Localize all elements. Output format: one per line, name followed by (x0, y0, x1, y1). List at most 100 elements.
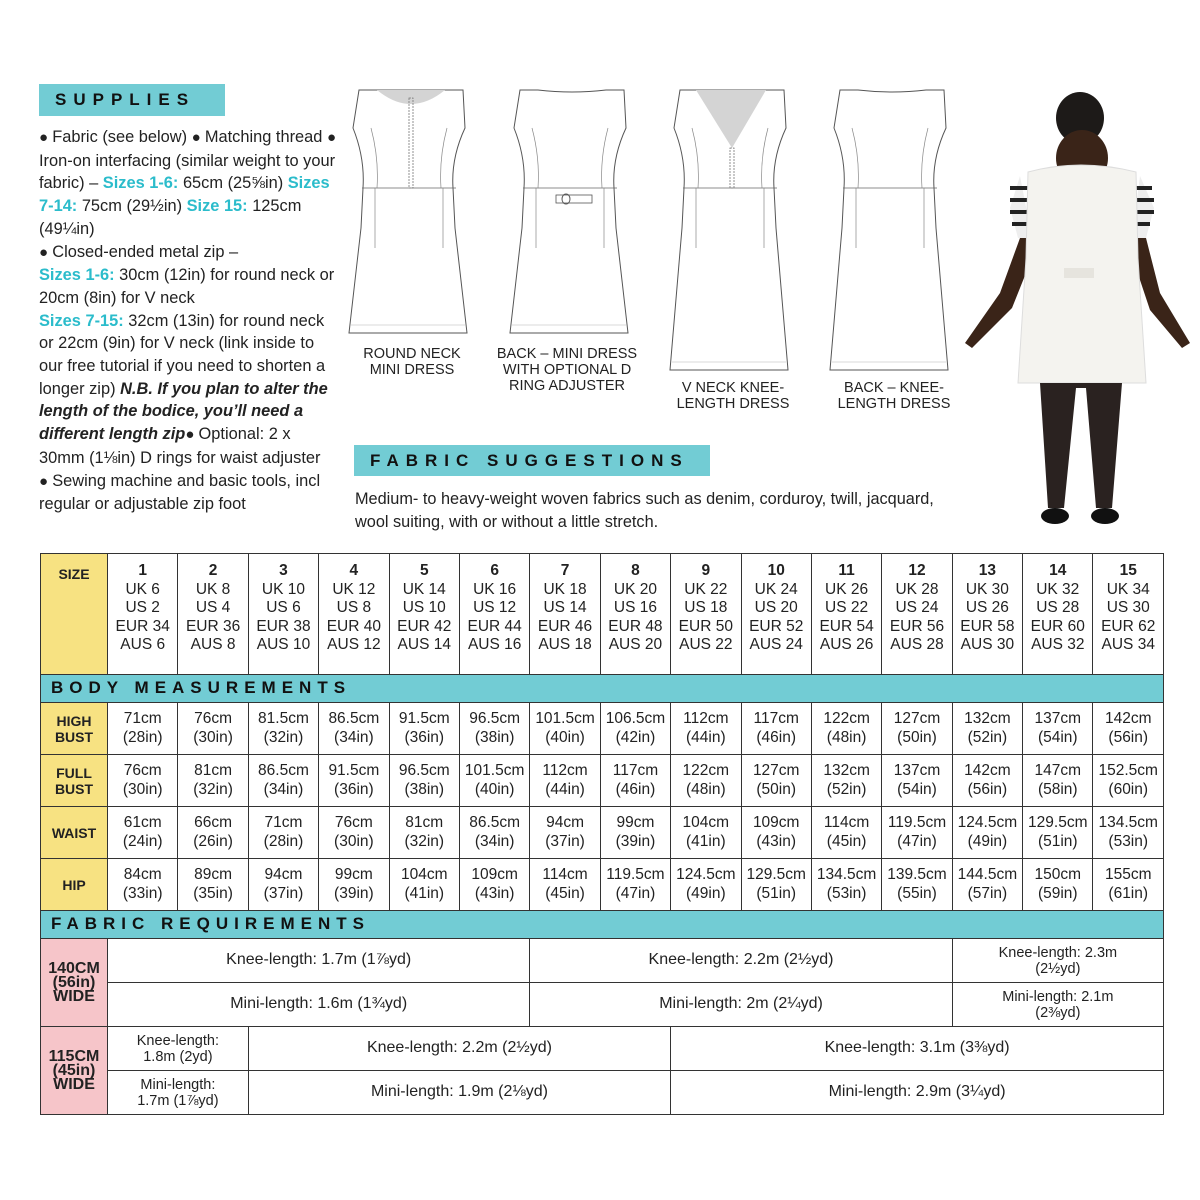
size-number: 6 (490, 562, 499, 579)
size-aus: AUS 6 (120, 636, 166, 653)
value-cm: 129.5cm (746, 866, 806, 883)
size-label: SIZE (40, 553, 108, 675)
size-range-label: Sizes 1-6: (102, 174, 179, 193)
measurement-cell: 127cm (50in) (740, 754, 812, 807)
value-cm: 155cm (1104, 866, 1152, 883)
size-cell: 14 UK 32 US 28 EUR 60 AUS 32 (1022, 553, 1094, 675)
supplies-text-segment: 125cm (49¼in) (39, 197, 302, 238)
supplies-text-segment: Fabric (see below) (52, 128, 192, 146)
dress-drawing-1 (348, 89, 468, 334)
value-cm: 139.5cm (887, 866, 947, 883)
value-in: (50in) (897, 728, 937, 746)
value-in: (54in) (897, 780, 937, 798)
measurement-cell: 114cm (45in) (529, 858, 601, 911)
measurement-cell: 132cm (52in) (951, 702, 1024, 755)
size-us: US 30 (1106, 599, 1150, 616)
value-in: (48in) (826, 728, 867, 746)
size-uk: UK 14 (402, 580, 446, 598)
value-in: (32in) (404, 832, 445, 850)
value-cm: 91.5cm (398, 710, 450, 727)
value-in: (41in) (404, 884, 445, 902)
size-uk: UK 18 (543, 580, 587, 598)
bullet-icon: ● (191, 129, 205, 146)
measurement-cell: 129.5cm (51in) (740, 858, 812, 911)
size-aus: AUS 22 (679, 636, 733, 653)
size-uk: UK 16 (473, 580, 517, 598)
bullet-icon: ● (39, 243, 53, 261)
measurement-cell: 91.5cm (36in) (388, 702, 460, 755)
measurement-cell: 109cm (43in) (740, 806, 812, 859)
size-aus: AUS 24 (749, 636, 803, 653)
value-cm: 112cm (542, 762, 588, 779)
value-cm: 99cm (334, 866, 373, 883)
measurement-cell: 99cm (39in) (318, 858, 390, 911)
fabric-width-label: 115CM (45in) WIDE (40, 1026, 108, 1115)
size-us: US 8 (336, 599, 372, 616)
measurement-cell: 122cm (48in) (670, 754, 742, 807)
supplies-text-segment: 65cm (25⅝in) (178, 174, 288, 193)
size-cell: 5 UK 14 US 10 EUR 42 AUS 14 (388, 553, 460, 675)
size-cell: 8 UK 20 US 16 EUR 48 AUS 20 (599, 553, 672, 675)
size-eur: EUR 52 (749, 617, 804, 635)
size-uk: UK 22 (684, 580, 728, 598)
value-cm: 81cm (405, 814, 444, 831)
value-cm: 99cm (616, 814, 655, 831)
value-in: (43in) (756, 832, 797, 850)
size-uk: UK 24 (754, 580, 798, 598)
size-eur: EUR 62 (1101, 617, 1156, 635)
value-in: (51in) (1037, 832, 1078, 850)
measurement-cell: 134.5cm (53in) (810, 858, 883, 911)
size-header-row: SIZE 1 UK 6 US 2 EUR 34 AUS 6 2 UK 8 US 4 EUR 36 A… (40, 553, 1164, 675)
size-number: 13 (978, 562, 996, 579)
measurement-cell: 124.5cm (49in) (951, 806, 1024, 859)
size-aus: AUS 32 (1031, 636, 1085, 653)
value-in: (45in) (826, 832, 867, 850)
measurement-cell: 96.5cm (38in) (388, 754, 460, 807)
size-chart-table: SIZE 1 UK 6 US 2 EUR 34 AUS 6 2 UK 8 US 4 EUR 36 A… (40, 553, 1165, 1115)
supplies-text-segment: 75cm (29½in) (77, 197, 187, 216)
value-in: (36in) (404, 728, 445, 746)
size-cell: 7 UK 18 US 14 EUR 46 AUS 18 (529, 553, 601, 675)
value-cm: 104cm (400, 866, 448, 883)
size-eur: EUR 58 (960, 617, 1015, 635)
value-in: (56in) (967, 780, 1008, 798)
size-cell: 4 UK 12 US 8 EUR 40 AUS 12 (318, 553, 390, 675)
size-us: US 28 (1036, 599, 1080, 616)
value-in: (52in) (967, 728, 1008, 746)
size-number: 2 (208, 562, 218, 579)
value-in: (34in) (334, 728, 374, 746)
measurement-cell: 76cm (30in) (318, 806, 390, 859)
measurement-cell: 132cm (52in) (810, 754, 883, 807)
size-aus: AUS 14 (397, 636, 451, 653)
measurement-cell: 94cm (37in) (247, 858, 320, 911)
measurement-label: FULL BUST (40, 754, 108, 807)
fabric-amount: Knee-length: 2.3m (2½yd) (951, 938, 1165, 983)
value-cm: 124.5cm (676, 866, 736, 883)
measurement-cell: 99cm (39in) (599, 806, 672, 859)
value-cm: 124.5cm (957, 814, 1018, 831)
value-in: (61in) (1108, 884, 1149, 902)
measurement-cell: 104cm (41in) (670, 806, 742, 859)
measurement-cell: 89cm (35in) (177, 858, 249, 911)
size-number: 9 (701, 562, 711, 579)
value-cm: 86.5cm (469, 814, 521, 831)
supplies-text-segment: 30cm (12in) for round neck or 20cm (8in)… (39, 266, 335, 307)
measurement-cell: 144.5cm (57in) (951, 858, 1024, 911)
size-us: US 6 (266, 599, 301, 616)
measurement-cell: 142cm (56in) (1092, 702, 1164, 755)
size-us: US 22 (825, 599, 869, 616)
measurement-label: WAIST (40, 806, 108, 859)
value-in: (33in) (122, 884, 163, 902)
value-cm: 119.5cm (606, 866, 665, 883)
fabric-requirements-heading: FABRIC REQUIREMENTS (40, 910, 1164, 939)
size-uk: UK 26 (825, 580, 869, 598)
measurement-cell: 101.5cm (40in) (458, 754, 531, 807)
measurement-cell: 119.5cm (47in) (881, 806, 953, 859)
measurement-cell: 119.5cm (47in) (599, 858, 672, 911)
measurement-cell: 81cm (32in) (388, 806, 460, 859)
size-eur: EUR 48 (608, 617, 663, 635)
value-cm: 76cm (194, 710, 233, 727)
measurement-cell: 81.5cm (32in) (247, 702, 320, 755)
size-us: US 20 (754, 599, 798, 616)
view-label: BACK – KNEE-LENGTH DRESS (837, 380, 951, 412)
